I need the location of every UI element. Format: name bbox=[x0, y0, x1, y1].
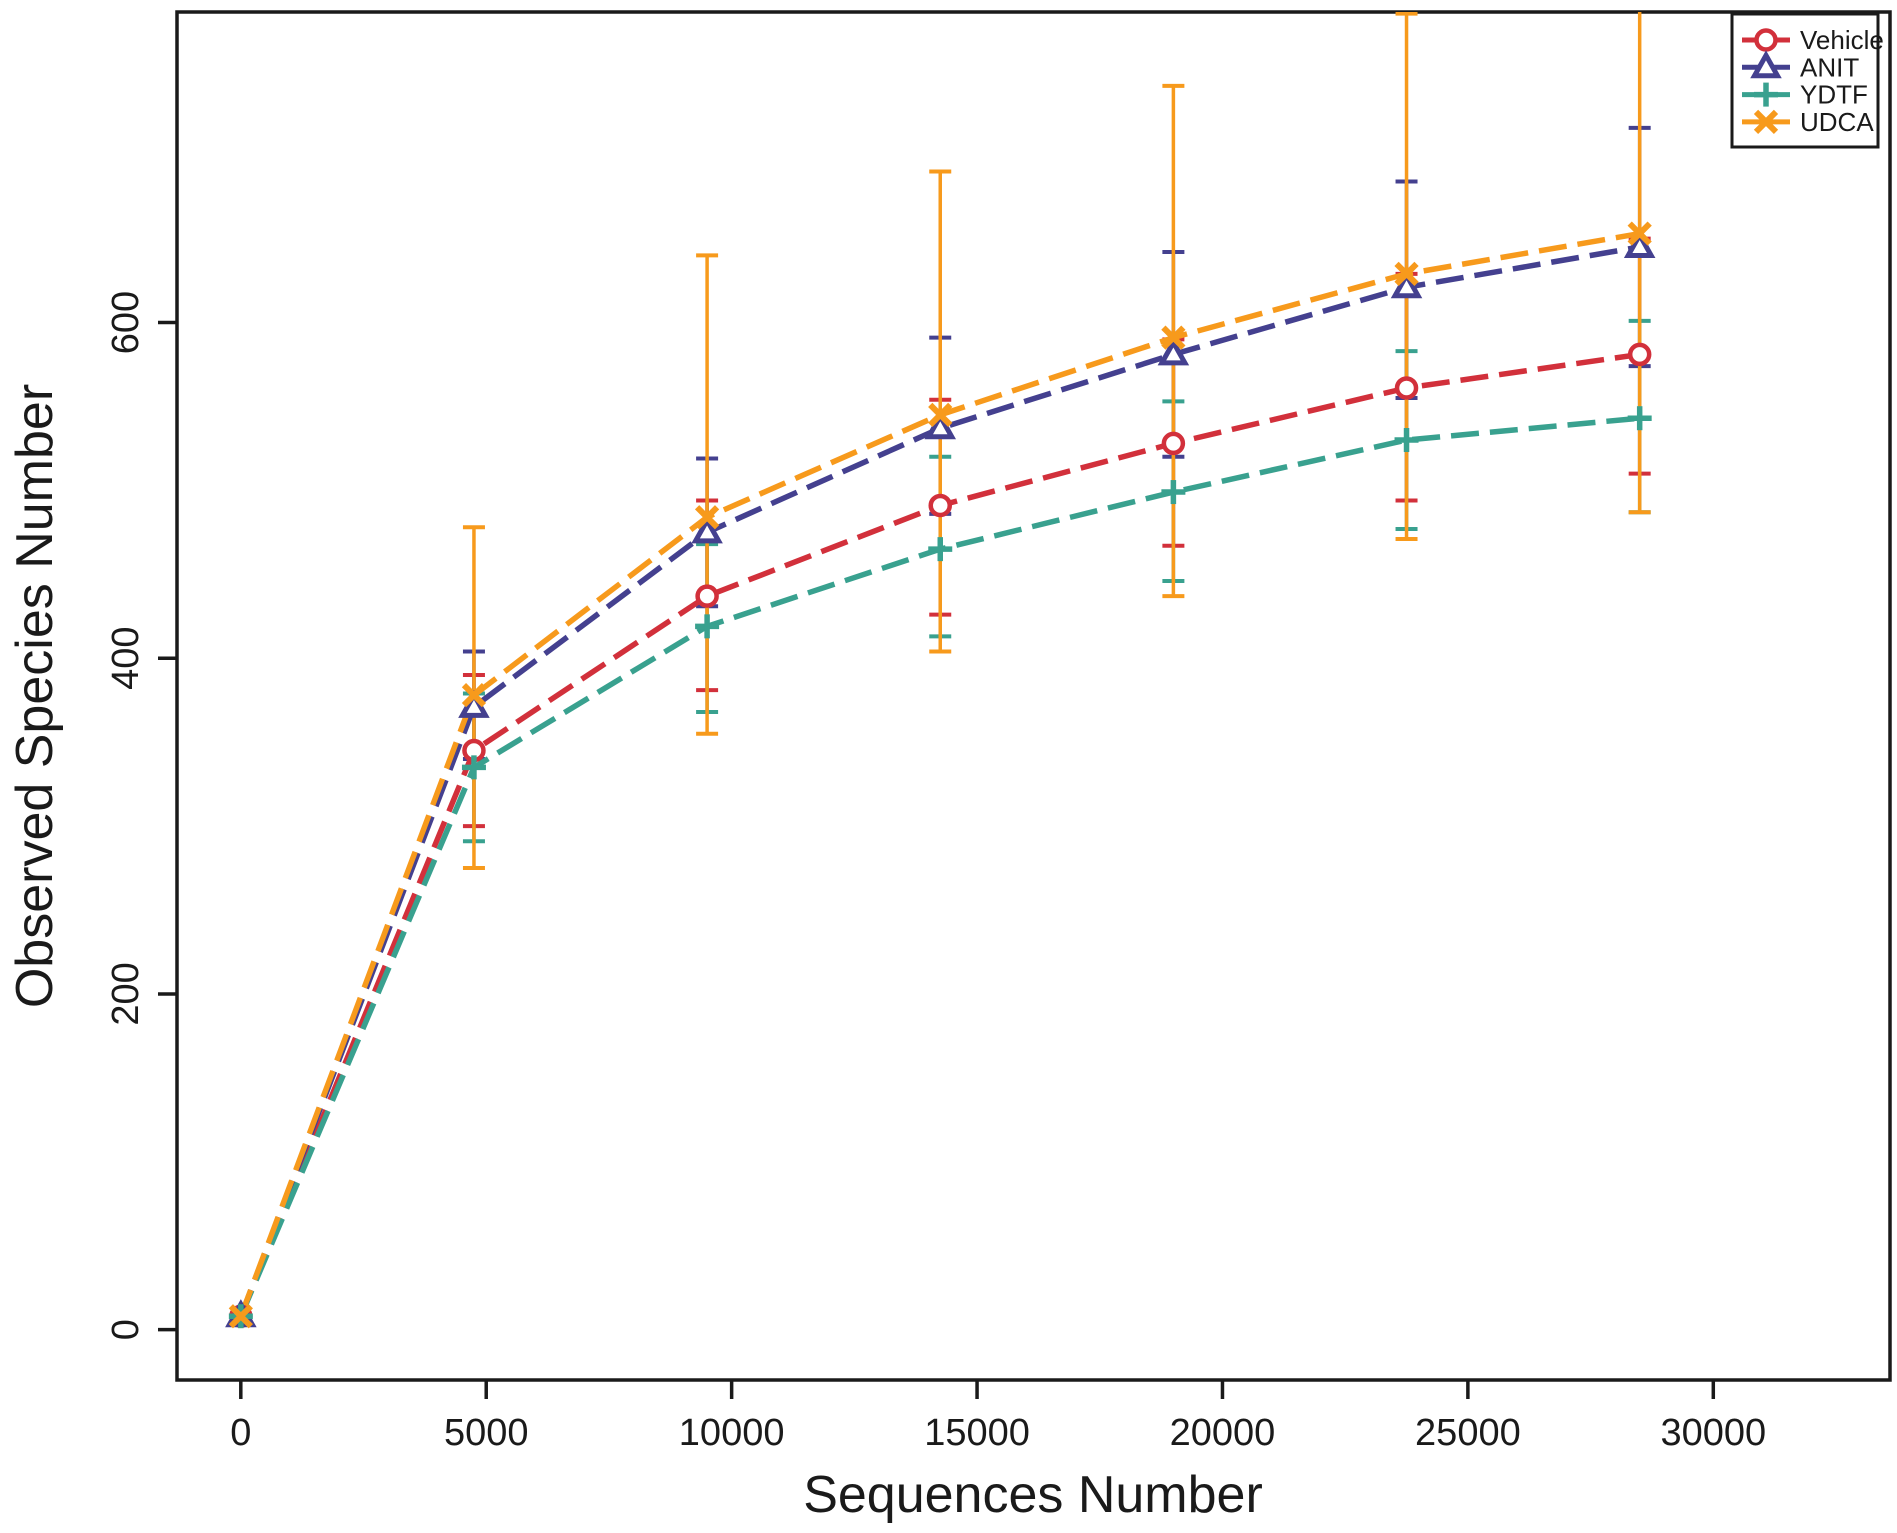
triangle-marker bbox=[1623, 229, 1656, 258]
x-marker bbox=[1161, 325, 1186, 350]
ydtf-marker bbox=[928, 537, 953, 562]
x-tick-label: 0 bbox=[230, 1412, 251, 1454]
axes: 0 5000 10000 15000 20000 25000 30000 0 200 400 600 bbox=[105, 10, 1892, 1454]
legend-marker-x bbox=[1753, 109, 1779, 135]
plot-area bbox=[225, 12, 1656, 1329]
x-marker bbox=[694, 505, 720, 530]
x-marker bbox=[228, 1304, 253, 1329]
y-tick-label: 0 bbox=[105, 1319, 147, 1340]
legend-label: UDCA bbox=[1800, 107, 1874, 137]
vehicle-marker bbox=[1394, 376, 1419, 400]
triangle-marker bbox=[1157, 337, 1190, 366]
ydtf-marker bbox=[695, 614, 720, 639]
circle-marker bbox=[928, 493, 952, 518]
vehicle-marker bbox=[928, 493, 952, 518]
triangle-marker bbox=[1390, 270, 1423, 299]
y-tick-label: 600 bbox=[105, 291, 147, 354]
legend-marker-triangle bbox=[1750, 50, 1782, 79]
error-bars-udca bbox=[229, 12, 1651, 1319]
anit-marker bbox=[1390, 270, 1423, 299]
x-marker bbox=[1753, 109, 1779, 135]
vehicle-marker bbox=[1627, 342, 1652, 367]
ydtf-marker bbox=[1394, 428, 1419, 453]
x-marker bbox=[1394, 261, 1419, 286]
x-tick-label: 15000 bbox=[924, 1412, 1030, 1454]
legend-item-vehicle: Vehicle bbox=[1742, 25, 1884, 55]
error-bars bbox=[229, 12, 1651, 1319]
x-tick-label: 25000 bbox=[1415, 1412, 1521, 1454]
triangle-marker bbox=[924, 411, 957, 440]
triangle-marker bbox=[1750, 50, 1782, 79]
udca-marker bbox=[1627, 221, 1652, 246]
circle-marker bbox=[1754, 28, 1778, 52]
anit-marker bbox=[691, 515, 723, 544]
legend-item-anit: ANIT bbox=[1742, 50, 1859, 82]
udca-marker bbox=[461, 683, 487, 708]
udca-marker bbox=[1394, 261, 1419, 286]
circle-marker bbox=[695, 584, 719, 608]
legend-label: ANIT bbox=[1800, 52, 1859, 82]
udca-marker bbox=[928, 402, 953, 427]
anit-marker bbox=[1623, 229, 1656, 258]
udca-marker bbox=[694, 505, 720, 530]
circle-marker bbox=[1394, 376, 1419, 400]
vehicle-marker bbox=[695, 584, 719, 608]
y-tick-label: 400 bbox=[105, 627, 147, 690]
plot-border bbox=[175, 10, 1892, 1382]
series-markers bbox=[225, 221, 1656, 1329]
ydtf-marker bbox=[1161, 480, 1186, 505]
legend-item-udca: UDCA bbox=[1742, 107, 1874, 137]
x-marker bbox=[461, 683, 487, 708]
x-marker bbox=[1627, 221, 1652, 246]
x-axis-title: Sequences Number bbox=[803, 1466, 1263, 1524]
y-axis-title: Observed Species Number bbox=[6, 384, 64, 1008]
legend-marker-circle bbox=[1754, 28, 1778, 52]
circle-marker bbox=[1161, 431, 1186, 456]
legend-label: Vehicle bbox=[1800, 25, 1884, 55]
legend-label: YDTF bbox=[1800, 80, 1868, 110]
anit-marker bbox=[1157, 337, 1190, 366]
y-tick-label: 200 bbox=[105, 962, 147, 1025]
legend-marker-plus bbox=[1754, 82, 1778, 107]
udca-marker bbox=[228, 1304, 253, 1329]
x-tick-label: 10000 bbox=[679, 1412, 785, 1454]
anit-marker bbox=[924, 411, 957, 440]
triangle-marker bbox=[458, 689, 490, 718]
x-tick-label: 5000 bbox=[444, 1412, 529, 1454]
x-marker bbox=[928, 402, 953, 427]
markers-udca bbox=[228, 221, 1652, 1329]
ydtf-marker bbox=[461, 755, 486, 780]
circle-marker bbox=[1627, 342, 1652, 367]
anit-marker bbox=[458, 689, 490, 718]
legend-item-ydtf: YDTF bbox=[1742, 80, 1868, 110]
x-tick-label: 20000 bbox=[1170, 1412, 1276, 1454]
ydtf-marker bbox=[1627, 406, 1652, 431]
udca-marker bbox=[1161, 325, 1186, 350]
markers-ydtf bbox=[228, 406, 1652, 1329]
triangle-marker bbox=[691, 515, 723, 544]
x-tick-label: 30000 bbox=[1660, 1412, 1766, 1454]
vehicle-marker bbox=[1161, 431, 1186, 456]
